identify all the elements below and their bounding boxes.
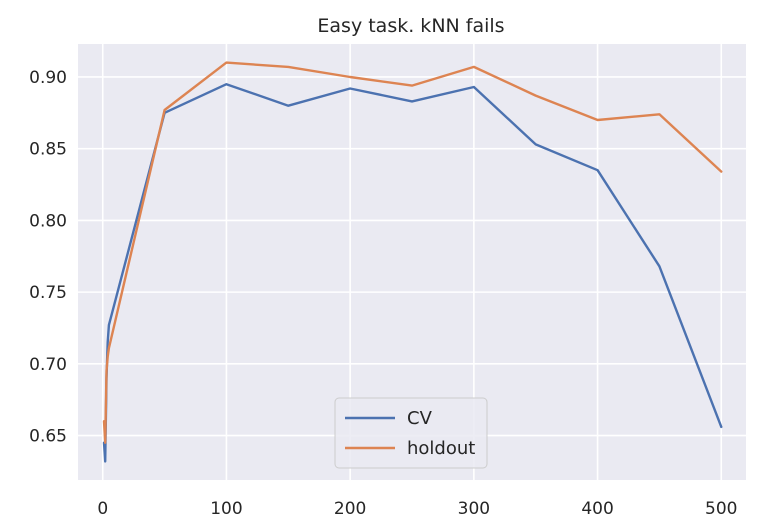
legend: CV holdout xyxy=(334,397,488,469)
x-tick-label: 300 xyxy=(458,499,490,519)
x-tick-label: 0 xyxy=(97,499,108,519)
x-tick-label: 100 xyxy=(210,499,242,519)
y-tick-label: 0.70 xyxy=(29,355,67,375)
chart-title: Easy task. kNN fails xyxy=(317,15,504,37)
y-tick-label: 0.75 xyxy=(29,283,67,303)
series-line-holdout xyxy=(102,61,723,444)
y-tick-label: 0.65 xyxy=(29,427,67,447)
x-axis: 0 100 200 300 400 500 xyxy=(97,499,737,519)
y-tick-label: 0.80 xyxy=(29,211,67,231)
x-tick-label: 400 xyxy=(581,499,613,519)
series-lines xyxy=(102,61,723,463)
y-axis: 0.65 0.70 0.75 0.80 0.85 0.90 xyxy=(29,68,67,447)
legend-box xyxy=(334,397,488,469)
grid-lines xyxy=(78,44,746,480)
legend-label: holdout xyxy=(407,438,475,459)
y-tick-label: 0.85 xyxy=(29,140,67,160)
x-tick-label: 200 xyxy=(334,499,366,519)
legend-label: CV xyxy=(407,408,433,429)
y-tick-label: 0.90 xyxy=(29,68,67,88)
x-tick-label: 500 xyxy=(705,499,737,519)
